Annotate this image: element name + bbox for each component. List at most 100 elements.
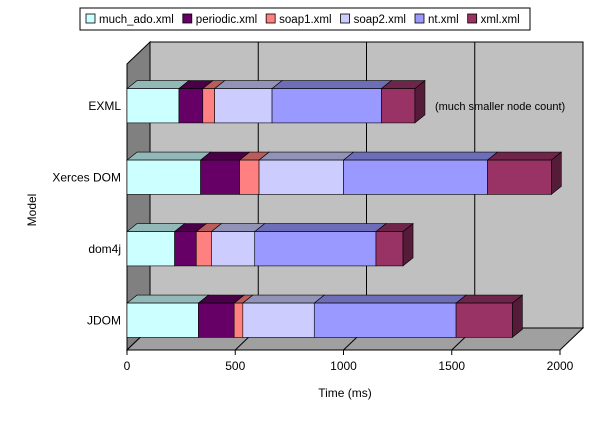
legend-item: xml.xml — [467, 13, 520, 26]
bar-group — [126, 79, 426, 124]
legend-swatch — [265, 13, 276, 24]
x-axis-label: Time (ms) — [318, 386, 372, 400]
bar-segment — [313, 294, 467, 338]
x-tick-label: 500 — [225, 359, 245, 373]
legend-label: periodic.xml — [196, 14, 257, 26]
bar-segment-top — [126, 294, 210, 304]
bars — [126, 79, 563, 339]
bar-segment-side — [512, 294, 523, 339]
bar-group — [126, 151, 563, 196]
bar-segment — [195, 223, 223, 267]
axis-labels: Time (ms) Model — [25, 194, 372, 400]
bar-segment-front — [214, 88, 273, 124]
bar-segment-front — [313, 302, 457, 338]
bar-segment-front — [343, 159, 488, 195]
bar-segment-side — [551, 151, 562, 196]
bar-segment — [486, 151, 563, 196]
x-tick-label: 1500 — [438, 359, 465, 373]
bar-segment — [271, 80, 393, 124]
legend-label: soap2.xml — [354, 14, 406, 26]
legend-swatch — [340, 13, 350, 24]
bar-segment — [126, 223, 186, 267]
legend-swatch — [182, 13, 193, 24]
bar-segment-top — [342, 151, 499, 161]
bar-segment-front — [126, 302, 199, 338]
bar-segment — [253, 223, 387, 267]
legend-swatch — [85, 13, 96, 24]
bar-segment-top — [126, 151, 212, 161]
bar-segment-top — [241, 294, 326, 304]
bar-segment-front — [126, 231, 175, 267]
bar-segment-front — [126, 88, 180, 124]
bar-segment-front — [381, 88, 416, 124]
bar-segment-front — [233, 302, 244, 338]
legend-box — [79, 7, 531, 31]
bar-segment-top — [271, 80, 393, 89]
y-axis-label: Model — [25, 194, 39, 227]
bar-segment-front — [242, 302, 315, 338]
bar-segment — [455, 294, 524, 339]
legend-swatch — [414, 13, 425, 24]
bar-segment-front — [202, 88, 215, 124]
bar-segment — [178, 80, 214, 124]
y-tick-label: dom4j — [88, 242, 121, 256]
x-tick-label: 2000 — [547, 359, 574, 373]
bar-group — [126, 222, 414, 267]
legend-item: soap2.xml — [340, 13, 406, 26]
bar-segment-front — [126, 159, 201, 195]
legend-label: much_ado.xml — [99, 14, 174, 26]
legend-label: soap1.xml — [279, 14, 331, 26]
bar-segment-front — [211, 231, 256, 267]
bar-segment-top — [126, 80, 190, 89]
bar-segment-top — [213, 80, 283, 89]
bar-segment-top — [258, 151, 355, 161]
bar-segment-front — [258, 159, 344, 195]
legend-label: xml.xml — [481, 14, 520, 26]
legend-item: nt.xml — [414, 13, 459, 26]
bar-segment-front — [174, 231, 197, 267]
bar-segment-front — [195, 231, 212, 267]
bar-segment — [126, 294, 210, 338]
annotations: (much smaller node count) — [435, 101, 565, 113]
bar-segment — [375, 222, 414, 267]
bar-segment — [126, 80, 190, 124]
bar-segment-side — [414, 79, 426, 124]
legend-item: soap1.xml — [265, 13, 332, 26]
x-tick-label: 0 — [124, 359, 131, 373]
legend: much_ado.xml periodic.xml soap1.xml soap2.x… — [79, 7, 531, 31]
bar-segment-front — [455, 302, 513, 338]
bar-segment-front — [198, 302, 235, 338]
bar-segment — [380, 79, 426, 124]
bar-segment-top — [486, 151, 563, 161]
bar-segment-front — [375, 231, 404, 267]
bar-segment — [241, 294, 326, 338]
y-tick-label: JDOM — [87, 313, 121, 327]
bar-segment — [258, 151, 355, 195]
bar-segment-side — [402, 222, 414, 267]
bar-segment-front — [239, 159, 260, 195]
bar-segment-front — [254, 231, 377, 267]
bar-segment-top — [253, 223, 387, 232]
legend-item: periodic.xml — [182, 13, 257, 26]
bar-segment — [197, 294, 246, 338]
bar-segment-front — [271, 88, 382, 124]
bar-segment — [213, 80, 283, 124]
bar-segment-top — [313, 294, 467, 304]
legend-swatch — [467, 13, 478, 24]
bar-segment — [126, 151, 212, 195]
bar-segment — [342, 151, 499, 195]
y-tick-label: EXML — [88, 99, 121, 113]
x-tick-label: 1000 — [330, 359, 357, 373]
bar-segment-front — [200, 159, 240, 195]
bar-segment-front — [178, 88, 204, 124]
bar-segment-front — [487, 159, 552, 195]
bar-group — [126, 294, 524, 339]
legend-label: nt.xml — [428, 14, 459, 26]
bar-segment-top — [455, 294, 524, 304]
legend-item: much_ado.xml — [85, 13, 174, 26]
annotation-text: (much smaller node count) — [435, 101, 565, 113]
bar-segment — [210, 223, 266, 267]
y-tick-label: Xerces DOM — [52, 170, 121, 184]
